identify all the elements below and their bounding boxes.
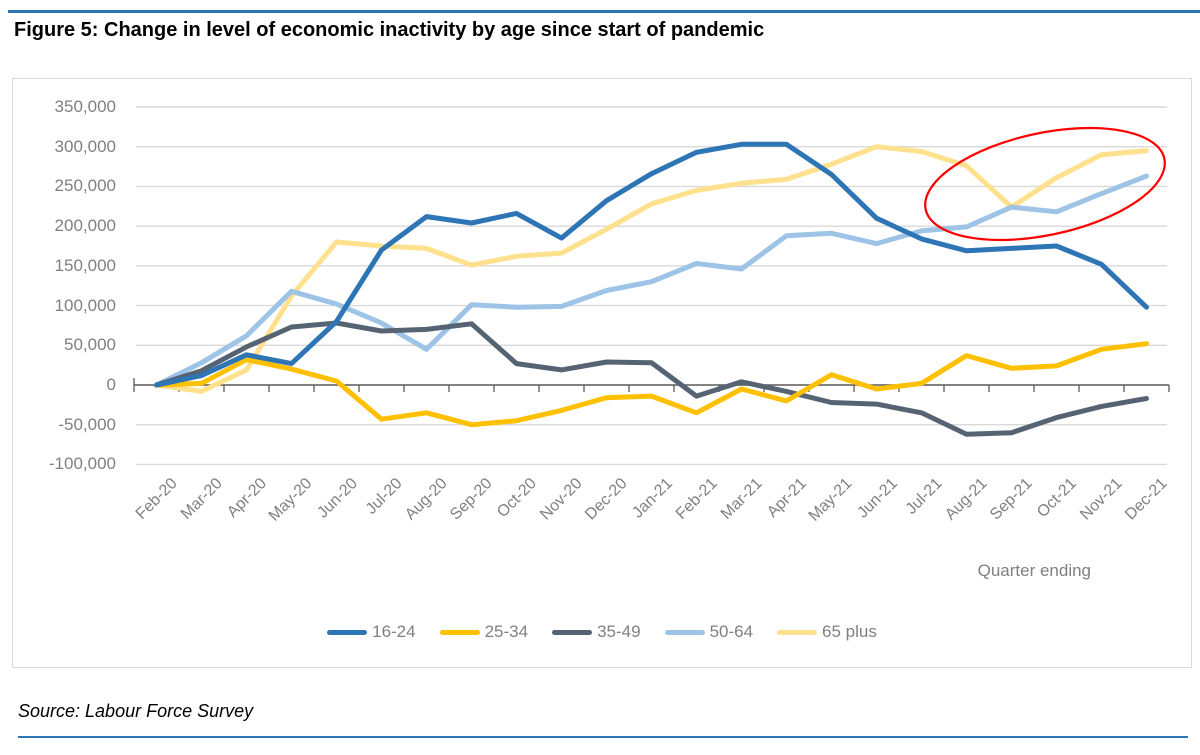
series-line-65-plus bbox=[154, 144, 1149, 394]
series-line-35-49 bbox=[154, 320, 1149, 437]
series-line-50-64 bbox=[154, 173, 1149, 388]
chart-area: 350,000 300,000 250,000 200,000 150,000 100,0… bbox=[12, 78, 1192, 668]
legend-label: 35-49 bbox=[597, 622, 641, 641]
y-axis-label: 150,000 bbox=[54, 255, 116, 275]
y-axis-label: -50,000 bbox=[58, 414, 116, 434]
highlight-ellipse bbox=[924, 126, 1166, 242]
legend-item-65-plus: 65 plus bbox=[777, 622, 877, 642]
top-rule bbox=[8, 10, 1200, 13]
y-axis-label: 50,000 bbox=[64, 335, 116, 355]
legend-swatch-icon bbox=[327, 629, 368, 635]
legend-label: 65 plus bbox=[822, 622, 877, 641]
legend-item-35-49: 35-49 bbox=[552, 622, 641, 642]
bottom-rule bbox=[18, 736, 1188, 738]
x-axis-title: Quarter ending bbox=[977, 561, 1091, 580]
legend-label: 25-34 bbox=[484, 622, 529, 641]
series-line-16-24 bbox=[154, 141, 1149, 388]
series-line-25-34 bbox=[154, 341, 1149, 428]
y-axis-label: 250,000 bbox=[54, 176, 116, 196]
legend-swatch-icon bbox=[439, 629, 480, 635]
legend-label: 16-24 bbox=[372, 622, 416, 641]
figure-title: Figure 5: Change in level of economic in… bbox=[14, 19, 765, 41]
legend-item-16-24: 16-24 bbox=[327, 622, 416, 642]
y-axis-label: 100,000 bbox=[54, 295, 116, 315]
y-axis-label: 300,000 bbox=[54, 136, 116, 156]
legend-swatch-icon bbox=[777, 629, 818, 635]
chart-legend: 16-24 25-34 35-49 50-64 65 plus bbox=[13, 622, 1191, 642]
legend-item-25-34: 25-34 bbox=[439, 622, 529, 642]
line-chart-plot bbox=[133, 106, 1170, 466]
y-axis-label: 200,000 bbox=[54, 216, 116, 236]
y-axis-label: 350,000 bbox=[54, 97, 116, 116]
y-axis-label: 0 bbox=[106, 375, 116, 394]
y-axis-label: -100,000 bbox=[48, 454, 116, 474]
source-note: Source: Labour Force Survey bbox=[18, 701, 254, 721]
legend-label: 50-64 bbox=[709, 622, 754, 641]
legend-swatch-icon bbox=[552, 629, 593, 635]
legend-swatch-icon bbox=[664, 629, 705, 635]
legend-item-50-64: 50-64 bbox=[664, 622, 754, 642]
